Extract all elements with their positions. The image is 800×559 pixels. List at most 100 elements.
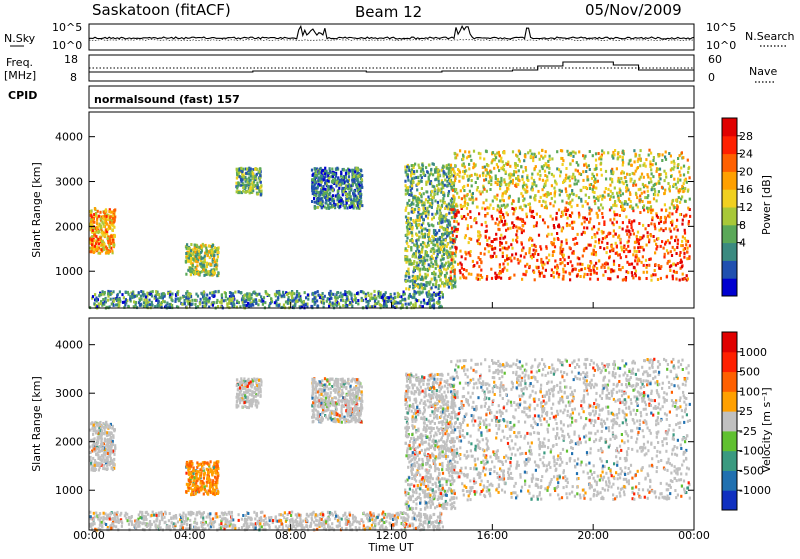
heatmap-cell bbox=[238, 290, 240, 293]
heatmap-cell bbox=[256, 186, 258, 189]
heatmap-cell bbox=[236, 177, 238, 180]
heatmap-cell bbox=[679, 174, 681, 177]
heatmap-cell bbox=[460, 189, 462, 192]
heatmap-cell bbox=[108, 210, 110, 213]
heatmap-cell bbox=[431, 255, 433, 258]
heatmap-cell bbox=[363, 291, 365, 294]
heatmap-cell bbox=[622, 156, 624, 159]
heatmap-cell bbox=[498, 276, 500, 279]
heatmap-cell bbox=[421, 251, 423, 254]
heatmap-cell bbox=[421, 163, 423, 166]
heatmap-cell bbox=[453, 230, 455, 233]
heatmap-cell bbox=[591, 177, 593, 180]
heatmap-cell bbox=[432, 283, 434, 286]
heatmap-cell bbox=[475, 217, 477, 220]
heatmap-cell bbox=[348, 175, 350, 178]
heatmap-cell bbox=[110, 242, 112, 245]
heatmap-cell bbox=[252, 187, 254, 190]
heatmap-cell bbox=[512, 212, 514, 215]
heatmap-cell bbox=[619, 181, 621, 184]
heatmap-cell bbox=[448, 212, 450, 215]
heatmap-cell bbox=[482, 166, 484, 169]
heatmap-cell bbox=[559, 258, 561, 261]
heatmap-cell bbox=[575, 152, 577, 155]
heatmap-cell bbox=[554, 195, 556, 198]
heatmap-cell bbox=[185, 292, 187, 295]
heatmap-cell bbox=[356, 185, 358, 188]
heatmap-cell bbox=[645, 165, 647, 168]
heatmap-cell bbox=[255, 298, 257, 301]
heatmap-cell bbox=[442, 185, 444, 188]
heatmap-cell bbox=[619, 155, 621, 158]
heatmap-cell bbox=[497, 223, 499, 226]
heatmap-cell bbox=[407, 202, 409, 205]
heatmap-cell bbox=[669, 212, 671, 215]
heatmap-cell bbox=[99, 293, 101, 296]
heatmap-cell bbox=[498, 272, 500, 275]
heatmap-cell bbox=[252, 184, 254, 187]
heatmap-cell bbox=[357, 175, 359, 178]
heatmap-cell bbox=[467, 179, 469, 182]
heatmap-cell bbox=[525, 270, 527, 273]
heatmap-cell bbox=[498, 151, 500, 154]
heatmap-cell bbox=[415, 284, 417, 287]
heatmap-cell bbox=[449, 175, 451, 178]
heatmap-cell bbox=[564, 207, 566, 210]
heatmap-cell bbox=[635, 270, 637, 273]
heatmap-cell bbox=[346, 207, 348, 210]
heatmap-cell bbox=[625, 215, 627, 218]
heatmap-cell bbox=[442, 293, 444, 296]
heatmap-cell bbox=[259, 174, 261, 177]
heatmap-cell bbox=[212, 304, 214, 307]
heatmap-cell bbox=[326, 207, 328, 210]
heatmap-cell bbox=[97, 231, 99, 234]
heatmap-cell bbox=[481, 207, 483, 210]
heatmap-cell bbox=[502, 160, 504, 163]
heatmap-cell bbox=[533, 216, 535, 219]
heatmap-cell bbox=[645, 158, 647, 161]
heatmap-cell bbox=[359, 173, 361, 176]
heatmap-cell bbox=[447, 194, 449, 197]
heatmap-cell bbox=[665, 176, 667, 179]
heatmap-cell bbox=[236, 187, 238, 190]
heatmap-cell bbox=[226, 302, 228, 305]
heatmap-cell bbox=[208, 244, 210, 247]
heatmap-cell bbox=[97, 248, 99, 251]
heatmap-cell bbox=[405, 303, 407, 306]
heatmap-cell bbox=[570, 152, 572, 155]
heatmap-cell bbox=[510, 243, 512, 246]
heatmap-cell bbox=[569, 214, 571, 217]
heatmap-cell bbox=[394, 292, 396, 295]
heatmap-cell bbox=[423, 256, 425, 259]
heatmap-cell bbox=[91, 243, 93, 246]
heatmap-cell bbox=[430, 168, 432, 171]
heatmap-cell bbox=[203, 298, 205, 301]
heatmap-cell bbox=[621, 202, 623, 205]
heatmap-cell bbox=[672, 275, 674, 278]
heatmap-cell bbox=[419, 192, 421, 195]
heatmap-cell bbox=[443, 228, 445, 231]
heatmap-cell bbox=[672, 277, 674, 280]
heatmap-cell bbox=[452, 181, 454, 184]
heatmap-cell bbox=[580, 268, 582, 271]
heatmap-cell bbox=[667, 182, 669, 185]
heatmap-cell bbox=[524, 265, 526, 268]
heatmap-cell bbox=[560, 215, 562, 218]
heatmap-cell bbox=[684, 179, 686, 182]
heatmap-cell bbox=[216, 268, 218, 271]
heatmap-cell bbox=[679, 251, 681, 254]
heatmap-cell bbox=[554, 192, 556, 195]
heatmap-cell bbox=[662, 153, 664, 156]
heatmap-cell bbox=[416, 226, 418, 229]
cpid-label: CPID bbox=[8, 89, 37, 102]
heatmap-cell bbox=[476, 261, 478, 264]
heatmap-cell bbox=[501, 242, 503, 245]
heatmap-cell bbox=[541, 149, 543, 152]
heatmap-cell bbox=[628, 162, 630, 165]
heatmap-cell bbox=[467, 224, 469, 227]
heatmap-cell bbox=[665, 241, 667, 244]
heatmap-cell bbox=[96, 240, 98, 243]
heatmap-cell bbox=[683, 248, 685, 251]
heatmap-cell bbox=[413, 221, 415, 224]
heatmap-cell bbox=[626, 225, 628, 228]
